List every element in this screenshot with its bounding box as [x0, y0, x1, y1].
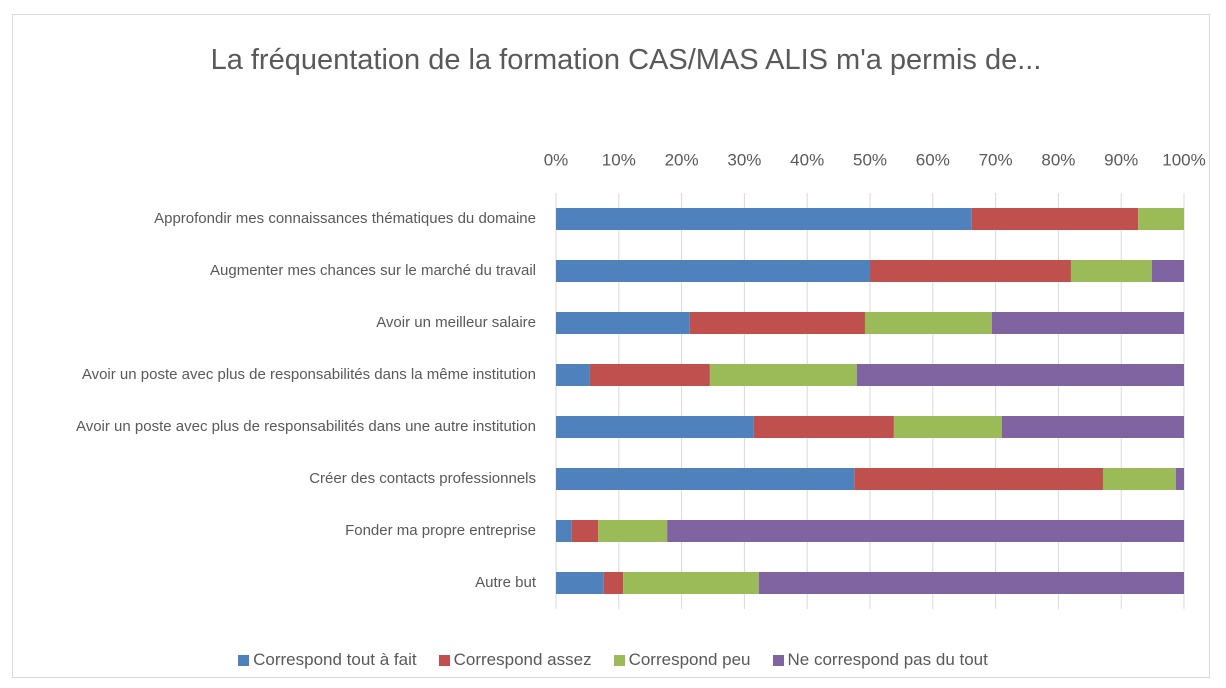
- legend-swatch: [238, 654, 250, 666]
- bar-segment: [556, 364, 590, 386]
- category-label: Autre but: [475, 574, 536, 591]
- x-tick-label: 0%: [544, 150, 569, 169]
- x-tick-label: 100%: [1162, 150, 1205, 169]
- bar-segment: [1175, 468, 1184, 490]
- x-tick-label: 50%: [853, 150, 887, 169]
- x-tick-label: 30%: [727, 150, 761, 169]
- chart-frame: [12, 14, 1210, 678]
- x-tick-label: 60%: [916, 150, 950, 169]
- x-tick-label: 80%: [1041, 150, 1075, 169]
- x-tick-label: 40%: [790, 150, 824, 169]
- legend-swatch: [613, 654, 625, 666]
- bar-segment: [1138, 208, 1184, 230]
- legend-label: Correspond tout à fait: [253, 650, 417, 669]
- legend-item: Correspond tout à fait: [238, 650, 417, 670]
- bar-segment: [709, 364, 857, 386]
- bar-segment: [667, 520, 1184, 542]
- legend-swatch: [772, 654, 784, 666]
- legend-swatch: [438, 654, 450, 666]
- category-label: Avoir un poste avec plus de responsabili…: [81, 366, 536, 383]
- bar-segment: [689, 312, 865, 334]
- legend: Correspond tout à fait Correspond assez Co…: [0, 650, 1226, 670]
- category-label: Fonder ma propre entreprise: [345, 522, 536, 539]
- category-label: Augmenter mes chances sur le marché du t…: [210, 262, 536, 279]
- chart-title: La fréquentation de la formation CAS/MAS…: [210, 44, 1042, 76]
- bar-segment: [589, 364, 710, 386]
- legend-label: Ne correspond pas du tout: [787, 650, 988, 669]
- bar-segment: [1151, 260, 1184, 282]
- bar-segment: [971, 208, 1139, 230]
- category-label: Avoir un poste avec plus de responsabili…: [75, 418, 536, 435]
- category-label: Créer des contacts professionnels: [309, 470, 536, 487]
- bar-segment: [556, 468, 855, 490]
- bar-segment: [870, 260, 1071, 282]
- bar-segment: [864, 312, 992, 334]
- legend-item: Correspond peu: [613, 650, 751, 670]
- bar-segment: [753, 416, 894, 438]
- bar-segment: [556, 208, 972, 230]
- bar-segment: [556, 260, 870, 282]
- bar-segment: [556, 520, 572, 542]
- legend-item: Correspond assez: [438, 650, 592, 670]
- bar-segment: [1001, 416, 1184, 438]
- bar-segment: [598, 520, 668, 542]
- legend-label: Correspond assez: [453, 650, 592, 669]
- bar-segment: [893, 416, 1002, 438]
- bar-segment: [603, 572, 624, 594]
- legend-label: Correspond peu: [628, 650, 751, 669]
- legend-item: Ne correspond pas du tout: [772, 650, 988, 670]
- category-label: Avoir un meilleur salaire: [376, 314, 536, 331]
- bar-segment: [1070, 260, 1152, 282]
- x-tick-label: 10%: [602, 150, 636, 169]
- x-tick-label: 90%: [1104, 150, 1138, 169]
- bar-segment: [758, 572, 1184, 594]
- bar-segment: [556, 572, 604, 594]
- grid: [555, 193, 1185, 609]
- bar-segment: [571, 520, 599, 542]
- bar-segment: [1102, 468, 1176, 490]
- bar-segment: [991, 312, 1184, 334]
- bar-segment: [854, 468, 1103, 490]
- category-label: Approfondir mes connaissances thématique…: [154, 210, 536, 227]
- bar-segment: [856, 364, 1184, 386]
- bar-segment: [556, 312, 690, 334]
- x-tick-label: 20%: [665, 150, 699, 169]
- bar-segment: [556, 416, 754, 438]
- x-tick-label: 70%: [979, 150, 1013, 169]
- bar-segment: [623, 572, 759, 594]
